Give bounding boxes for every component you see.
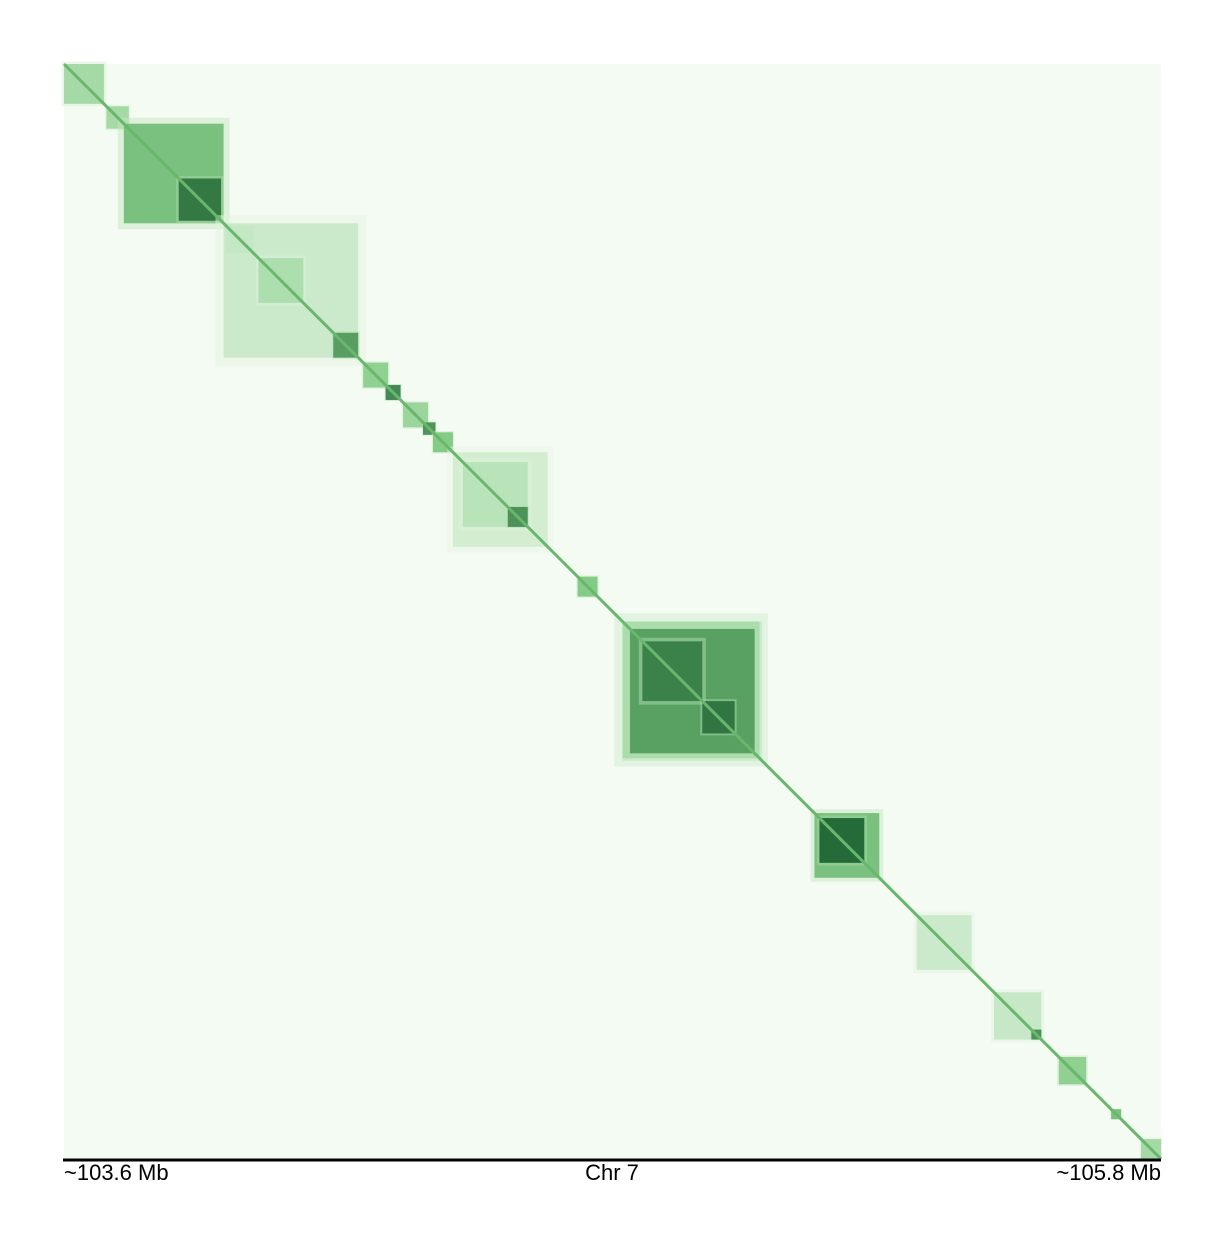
x-axis-end-label: ~105.8 Mb <box>1056 1160 1161 1185</box>
heatmap-diagonal <box>62 62 1163 1161</box>
x-axis-title: Chr 7 <box>585 1160 639 1185</box>
x-axis-start-label: ~103.6 Mb <box>64 1160 169 1185</box>
